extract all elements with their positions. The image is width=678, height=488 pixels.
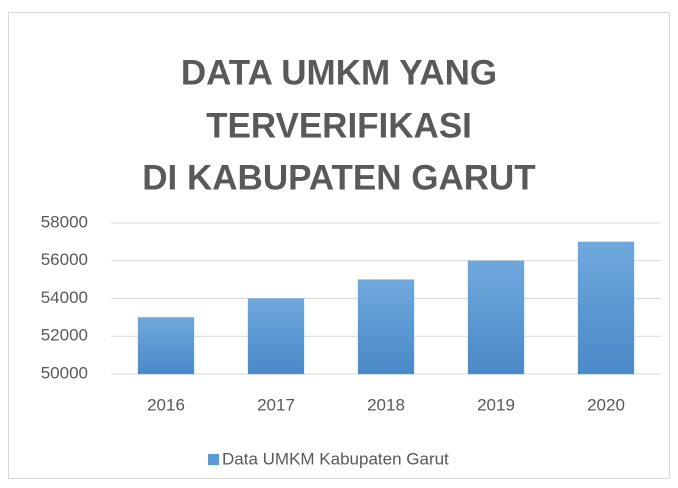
chart-title: DATA UMKM YANG [181, 53, 497, 92]
x-tick-label: 2017 [257, 395, 295, 414]
bar [577, 241, 635, 375]
bar [357, 279, 415, 375]
chart-border [8, 12, 670, 479]
legend-swatch [208, 454, 219, 465]
y-tick-label: 54000 [41, 288, 88, 307]
y-tick-label: 56000 [41, 250, 88, 269]
legend-label: Data UMKM Kabupaten Garut [222, 449, 449, 468]
y-tick-label: 58000 [41, 212, 88, 231]
x-tick-label: 2020 [587, 395, 625, 414]
chart-title: TERVERIFIKASI [206, 106, 472, 145]
y-tick-label: 52000 [41, 326, 88, 345]
x-tick-label: 2018 [367, 395, 405, 414]
x-tick-label: 2016 [147, 395, 185, 414]
bar [137, 316, 195, 375]
chart-title: DI KABUPATEN GARUT [142, 158, 535, 197]
bar [247, 298, 305, 375]
y-tick-label: 50000 [41, 363, 88, 382]
x-tick-label: 2019 [477, 395, 515, 414]
bar [467, 260, 525, 375]
